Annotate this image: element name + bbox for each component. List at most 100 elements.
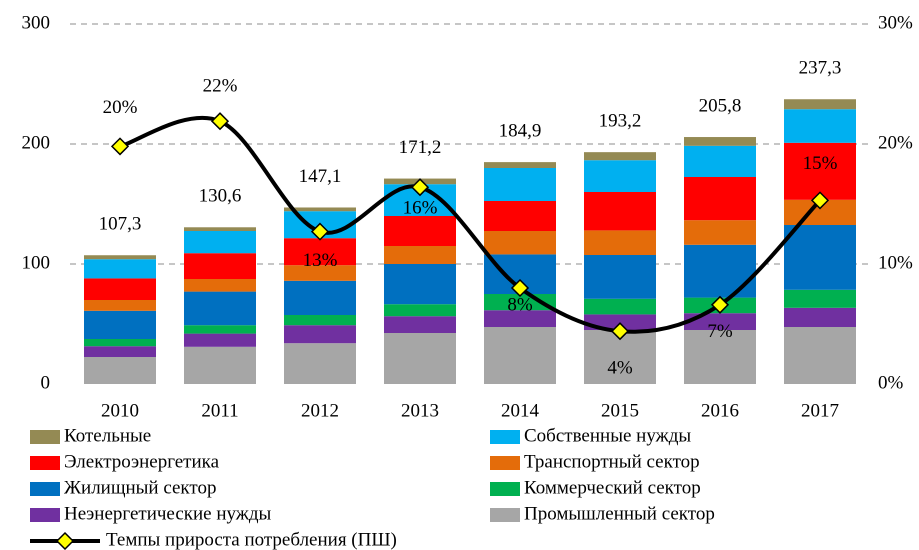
- bar-segment: [584, 192, 656, 231]
- bar-segment: [84, 278, 156, 300]
- legend-swatch: [490, 482, 520, 496]
- bar-segment: [684, 145, 756, 177]
- bar-segment: [684, 244, 756, 298]
- y2-tick-label: 0%: [878, 372, 904, 393]
- x-tick-label: 2015: [601, 400, 639, 421]
- line-marker: [110, 137, 130, 156]
- legend-label: Собственные нужды: [524, 425, 691, 446]
- bar-segment: [684, 330, 756, 384]
- bar-segment: [784, 289, 856, 308]
- line-marker: [410, 178, 430, 197]
- y-tick-label: 100: [22, 252, 51, 273]
- legend-label: Котельные: [64, 425, 151, 446]
- bar-segment: [484, 327, 556, 384]
- line-marker: [310, 222, 330, 241]
- bar-segment: [284, 343, 356, 384]
- bar-segment: [484, 168, 556, 201]
- y-tick-label: 300: [22, 12, 51, 33]
- x-tick-label: 2016: [701, 400, 739, 421]
- bar-segment: [184, 291, 256, 326]
- bar-segment: [484, 231, 556, 255]
- bar-segment: [184, 346, 256, 384]
- bar-segment: [284, 315, 356, 326]
- line-label: 15%: [803, 153, 838, 174]
- legend-swatch: [30, 456, 60, 470]
- legend-label: Жилищный сектор: [64, 477, 216, 498]
- bar-segment: [184, 227, 256, 231]
- legend-label: Коммерческий сектор: [524, 477, 701, 498]
- bar-segment: [484, 310, 556, 327]
- legend-swatch: [490, 456, 520, 470]
- total-label: 107,3: [99, 214, 142, 235]
- bar-segment: [784, 142, 856, 200]
- bar-segment: [784, 109, 856, 143]
- bar-segment: [84, 300, 156, 311]
- bar-segment: [284, 280, 356, 315]
- bar-segment: [84, 339, 156, 347]
- legend-swatch: [30, 430, 60, 444]
- bar-segment: [184, 325, 256, 334]
- legend-swatch: [490, 430, 520, 444]
- line-marker: [710, 295, 730, 314]
- legend-label: Промышленный сектор: [524, 503, 715, 524]
- bar-segment: [684, 220, 756, 245]
- bar-segment: [284, 265, 356, 281]
- bar-segment: [84, 310, 156, 339]
- bar-segment: [684, 177, 756, 221]
- x-tick-label: 2014: [501, 400, 540, 421]
- bar-segment: [84, 346, 156, 357]
- bar-segment: [384, 264, 456, 305]
- bar-segment: [384, 304, 456, 317]
- bar-segment: [384, 246, 456, 264]
- total-label: 130,6: [199, 186, 242, 207]
- line-label: 13%: [303, 250, 338, 271]
- bar-segment: [784, 327, 856, 384]
- x-tick-label: 2010: [101, 400, 139, 421]
- bar-segment: [584, 160, 656, 192]
- legend-label: Темпы прироста потребления (ПШ): [106, 529, 397, 550]
- bar-segment: [784, 99, 856, 110]
- y-tick-label: 0: [41, 372, 51, 393]
- x-tick-label: 2012: [301, 400, 339, 421]
- y2-tick-label: 20%: [878, 132, 913, 153]
- bar-segment: [584, 152, 656, 161]
- bar-segment: [484, 201, 556, 231]
- legend-label: Неэнергетические нужды: [64, 503, 272, 524]
- total-label: 237,3: [799, 58, 842, 79]
- bar-segment: [184, 333, 256, 347]
- line-marker: [210, 112, 230, 131]
- x-tick-label: 2017: [801, 400, 839, 421]
- total-label: 147,1: [299, 166, 342, 187]
- line-label: 8%: [507, 294, 533, 315]
- total-label: 193,2: [599, 111, 642, 132]
- legend-swatch: [490, 508, 520, 522]
- y2-tick-label: 10%: [878, 252, 913, 273]
- line-label: 4%: [607, 358, 633, 379]
- total-label: 171,2: [399, 137, 442, 158]
- bar-segment: [584, 298, 656, 315]
- bar-segment: [184, 231, 256, 254]
- line-label: 7%: [707, 321, 733, 342]
- bar-segment: [584, 255, 656, 299]
- legend-label: Электроэнергетика: [64, 451, 220, 472]
- y2-tick-label: 30%: [878, 12, 913, 33]
- bar-segment: [84, 255, 156, 260]
- bar-segment: [684, 137, 756, 146]
- legend-swatch: [30, 508, 60, 522]
- y-tick-label: 200: [22, 132, 51, 153]
- legend-label: Транспортный сектор: [524, 451, 700, 472]
- bar-segment: [284, 238, 356, 266]
- bar-segment: [384, 216, 456, 246]
- bar-segment: [84, 259, 156, 279]
- bar-segment: [284, 325, 356, 344]
- line-marker: [610, 322, 630, 341]
- bar-segment: [184, 253, 256, 279]
- x-tick-label: 2011: [201, 400, 238, 421]
- bar-segment: [284, 207, 356, 212]
- total-label: 184,9: [499, 120, 542, 141]
- bar-segment: [584, 230, 656, 255]
- legend-marker: [55, 531, 75, 550]
- line-label: 16%: [403, 198, 438, 219]
- bar-segment: [484, 162, 556, 168]
